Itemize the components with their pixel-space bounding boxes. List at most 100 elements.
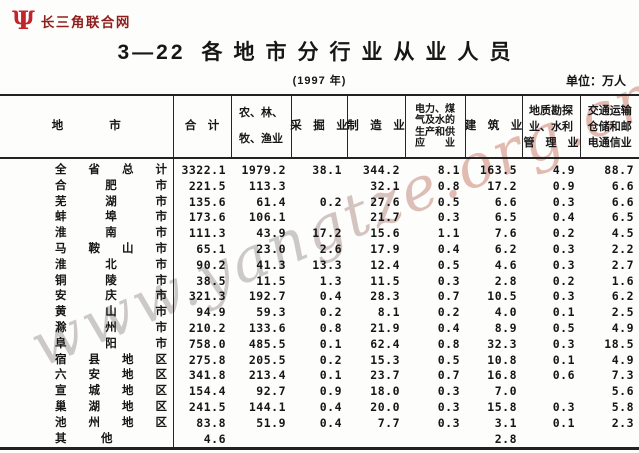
value-agriculture: 213.4 [248,368,286,383]
value-total: 321.3 [188,289,226,304]
table-row: 阜阳市 758.0 485.5 0.1 62.4 0.8 32.3 0.3 18.5 [0,336,639,353]
value-total: 275.8 [188,352,226,367]
value-transport-post: 7.3 [611,368,634,383]
region-label: 蚌埠市 [0,210,174,227]
value-total: 154.4 [188,384,226,399]
value-total: 3322.1 [181,163,226,177]
region-label: 铜陵市 [0,273,174,290]
table-row: 淮北市 90.2 41.3 13.3 12.4 0.5 4.6 0.3 2.7 [0,257,639,274]
table-row: 滁州市 210.2 133.6 0.8 21.9 0.4 8.9 0.5 4.9 [0,320,639,337]
value-construction: 6.6 [494,194,517,209]
value-total: 241.5 [188,399,226,414]
value-total: 221.5 [188,178,226,193]
value-total: 135.6 [188,194,226,209]
table-row: 铜陵市 38.5 11.5 1.3 11.5 0.3 2.8 0.2 1.6 [0,273,639,290]
value-utilities: 0.5 [437,352,460,367]
value-construction: 15.8 [487,399,517,414]
value-utilities: 0.3 [437,210,460,225]
region-label: 黄山市 [0,305,174,321]
table-row: 合肥市 221.5 113.3 32.1 0.8 17.2 0.9 6.6 [0,178,639,195]
value-geology-water: 0.3 [552,399,575,414]
table-row: 其 他 4.6 2.8 [0,431,639,449]
value-geology-water: 0.1 [552,305,575,320]
value-geology-water: 0.6 [552,368,575,383]
site-brand[interactable]: Ψ 长三角联合网 [12,8,131,33]
value-total: 94.9 [196,305,226,320]
table-row: 芜湖市 135.6 61.4 0.2 27.6 0.5 6.6 0.3 6.6 [0,194,639,211]
region-label: 芜湖市 [0,194,174,211]
region-label: 全省总计 [0,158,174,179]
value-agriculture: 1979.2 [241,163,286,177]
value-mining: 0.2 [319,352,342,367]
region-label: 滁州市 [0,320,174,337]
value-agriculture: 51.9 [256,415,286,430]
value-agriculture: 144.1 [248,399,286,414]
value-mining: 0.4 [319,399,342,414]
value-geology-water [522,432,580,449]
value-transport-post: 5.6 [611,384,634,399]
value-manufacturing: 17.9 [370,241,400,256]
value-manufacturing [347,432,405,449]
col-header-total: 合 计 [172,95,231,159]
table-row: 安庆市 321.3 192.7 0.4 28.3 0.7 10.5 0.3 6.2 [0,289,639,306]
value-mining [291,179,347,195]
value-mining: 38.1 [312,163,342,177]
value-agriculture: 205.5 [248,352,286,367]
table-body: 全省总计 3322.1 1979.2 38.1 344.2 8.1 163.5 4.9 88.7… [0,158,639,449]
value-total: 341.8 [188,368,226,383]
col-header-mining: 采 掘 业 [290,95,348,159]
value-total: 4.6 [203,431,226,446]
value-utilities: 0.4 [437,320,460,335]
value-utilities: 0.7 [437,289,460,304]
value-utilities: 8.1 [437,163,460,177]
value-mining: 0.2 [319,194,342,209]
table-row: 六安地区 341.8 213.4 0.1 23.7 0.7 16.8 0.6 7.3 [0,368,639,385]
table-header: 地 市合 计农、林、 牧、渔业采 掘 业制 造 业电力、煤 气及水的 生产和供应 业建… [0,95,639,159]
region-label: 巢湖地区 [0,399,174,416]
value-manufacturing: 344.2 [362,163,400,177]
region-label: 阜阳市 [0,336,174,353]
col-header-utilities: 电力、煤 气及水的 生产和供应 业 [404,95,465,159]
value-utilities: 0.3 [437,384,460,399]
value-construction: 2.8 [494,273,517,288]
table-row: 蚌埠市 173.6 106.1 21.7 0.3 6.5 0.4 6.5 [0,210,639,227]
value-construction: 7.6 [494,226,517,241]
table-number: 3—22 [117,41,186,64]
value-utilities: 0.7 [437,368,460,383]
site-logo-icon: Ψ [12,6,35,35]
value-manufacturing: 27.6 [370,194,400,209]
value-total: 758.0 [188,336,226,351]
value-transport-post: 5.8 [611,399,634,414]
value-construction: 163.5 [479,163,517,177]
value-manufacturing: 28.3 [370,289,400,304]
year-note: (1997 年) [292,75,347,87]
value-geology-water: 0.2 [552,226,575,241]
value-total: 111.3 [188,226,226,241]
value-geology-water [522,384,580,400]
value-utilities [405,432,465,449]
value-agriculture: 192.7 [248,289,286,304]
value-manufacturing: 32.1 [370,178,400,193]
value-construction: 6.5 [494,210,517,225]
value-manufacturing: 15.6 [370,226,400,241]
value-manufacturing: 21.9 [370,320,400,335]
value-transport-post: 4.9 [611,352,634,367]
value-construction: 3.1 [494,415,517,430]
value-agriculture: 485.5 [248,336,286,351]
table-row: 全省总计 3322.1 1979.2 38.1 344.2 8.1 163.5 4.9 88.7 [0,158,639,179]
value-agriculture: 41.3 [256,257,286,272]
table-row: 巢湖地区 241.5 144.1 0.4 20.0 0.3 15.8 0.3 5.8 [0,399,639,416]
value-transport-post: 2.5 [611,305,634,320]
value-agriculture: 59.3 [256,305,286,320]
col-header-construction: 建 筑 业 [464,95,522,159]
value-transport-post: 2.2 [611,241,634,256]
value-total: 83.8 [196,415,226,430]
employment-table: 地 市合 计农、林、 牧、渔业采 掘 业制 造 业电力、煤 气及水的 生产和供应 业建… [0,94,639,451]
value-construction: 6.2 [494,241,517,256]
value-mining [291,210,347,226]
value-mining: 0.4 [319,415,342,430]
value-geology-water: 0.3 [552,241,575,256]
value-utilities: 0.4 [437,241,460,256]
table-row: 淮南市 111.3 43.9 17.2 15.6 1.1 7.6 0.2 4.5 [0,226,639,242]
value-utilities: 0.8 [437,336,460,351]
